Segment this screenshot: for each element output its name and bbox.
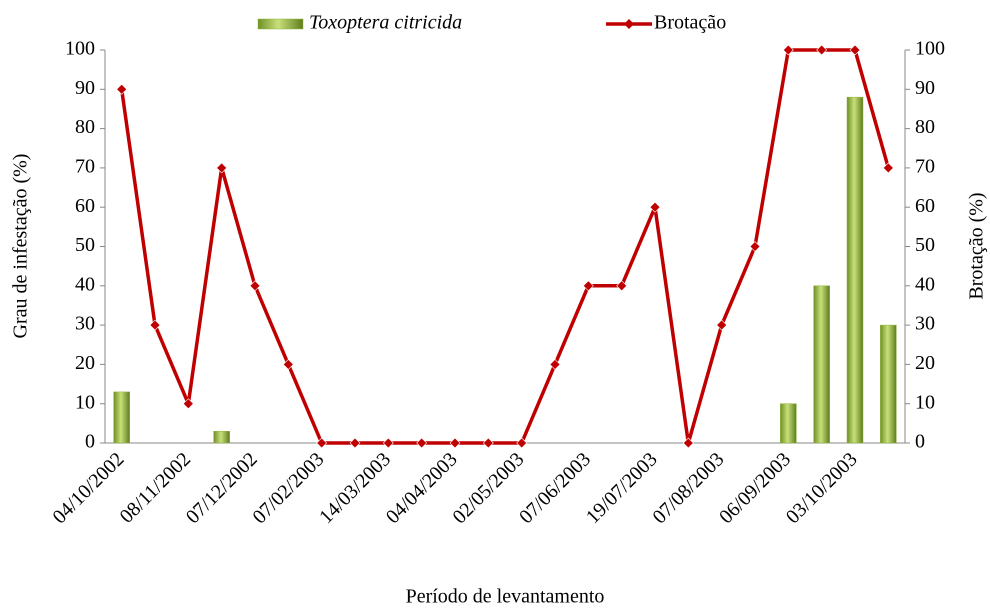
- x-tick-label: 19/07/2003: [582, 448, 662, 528]
- marker: [849, 44, 861, 56]
- legend-label: Brotação: [654, 12, 726, 34]
- y-tick-label: 10: [75, 391, 95, 413]
- x-tick-label: 06/09/2003: [715, 448, 795, 528]
- marker: [882, 162, 894, 174]
- marker: [349, 437, 361, 449]
- line: [119, 48, 891, 445]
- x-axis-title: Período de levantamento: [406, 586, 605, 608]
- bar: [813, 285, 830, 444]
- marker: [249, 280, 261, 292]
- x-tick-label: 04/10/2002: [48, 448, 128, 528]
- y2-tick-label: 10: [915, 391, 935, 413]
- bar: [113, 391, 130, 444]
- bar: [846, 96, 864, 444]
- bar: [780, 403, 797, 444]
- marker: [749, 241, 761, 252]
- y2-axis-title: Brotação (%): [966, 192, 988, 299]
- y2-tick-label: 40: [915, 273, 935, 295]
- y-tick-label: 90: [75, 77, 95, 99]
- y2-tick-label: 70: [915, 155, 935, 177]
- x-tick-label: 07/02/2003: [248, 448, 328, 528]
- legend-marker: [624, 19, 634, 29]
- marker: [649, 201, 661, 213]
- y-tick-label: 50: [75, 234, 95, 256]
- y2-tick-label: 100: [915, 38, 945, 60]
- marker: [582, 280, 594, 292]
- y-tick-label: 60: [75, 195, 95, 217]
- x-tick-label: 02/05/2003: [448, 448, 528, 528]
- marker: [416, 437, 428, 449]
- marker: [682, 437, 694, 449]
- y2-tick-label: 90: [915, 77, 935, 99]
- x-tick-label: 07/08/2003: [648, 448, 728, 528]
- y2-tick-label: 30: [915, 313, 935, 335]
- y2-tick-label: 20: [915, 352, 935, 374]
- y-tick-label: 80: [75, 116, 95, 138]
- marker: [149, 319, 161, 331]
- y-axis-title: Grau de infestação (%): [10, 154, 32, 339]
- x-tick-label: 14/03/2003: [315, 448, 395, 528]
- y2-tick-label: 60: [915, 195, 935, 217]
- marker: [282, 358, 294, 370]
- marker: [782, 44, 794, 56]
- marker: [449, 437, 461, 449]
- marker: [482, 437, 494, 449]
- legend-swatch: [257, 18, 304, 30]
- marker: [516, 437, 528, 449]
- y-tick-label: 40: [75, 273, 95, 295]
- marker: [116, 83, 128, 95]
- marker: [182, 398, 194, 410]
- y-tick-label: 30: [75, 313, 95, 335]
- marker: [382, 437, 394, 449]
- marker: [316, 437, 328, 449]
- y-tick-label: 100: [65, 38, 95, 60]
- y2-tick-label: 80: [915, 116, 935, 138]
- x-tick-label: 03/10/2003: [782, 448, 862, 528]
- marker: [716, 319, 728, 331]
- x-tick-label: 04/04/2003: [382, 448, 462, 528]
- x-tick-label: 07/12/2002: [182, 448, 262, 528]
- legend-label: Toxoptera citricida: [309, 12, 462, 34]
- marker: [616, 280, 628, 292]
- bar: [213, 430, 230, 444]
- marker: [549, 358, 561, 370]
- x-tick-label: 07/06/2003: [515, 448, 595, 528]
- marker: [816, 44, 828, 56]
- marker: [216, 162, 228, 174]
- y-tick-label: 0: [85, 431, 95, 453]
- y2-tick-label: 0: [915, 431, 925, 453]
- bar: [880, 324, 897, 444]
- y-tick-label: 20: [75, 352, 95, 374]
- x-tick-label: 08/11/2002: [116, 448, 195, 527]
- y-tick-label: 70: [75, 155, 95, 177]
- y2-tick-label: 50: [915, 234, 935, 256]
